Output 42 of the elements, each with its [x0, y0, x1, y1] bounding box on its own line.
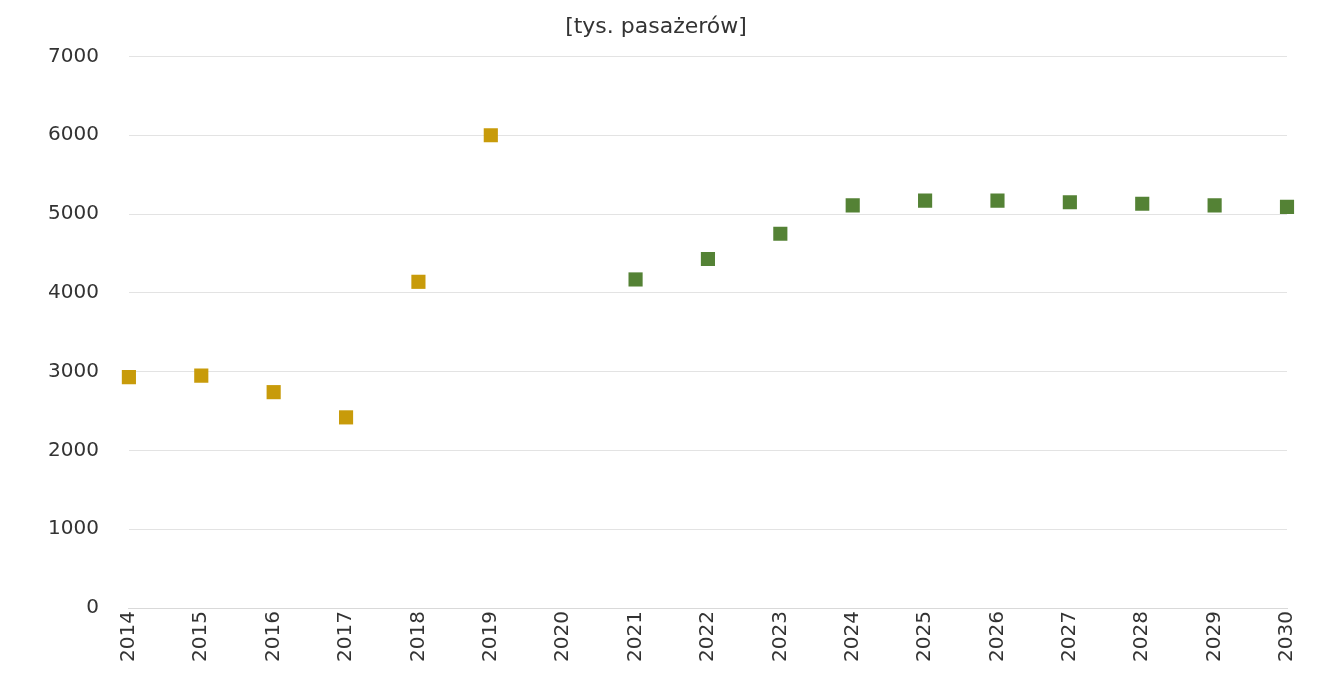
- y-tick-label: 7000: [47, 42, 99, 67]
- x-tick-label: 2025: [911, 611, 936, 663]
- y-tick-label: 4000: [47, 279, 99, 304]
- x-tick-label: 2022: [694, 611, 719, 663]
- y-tick-label: 0: [86, 594, 99, 619]
- x-tick-label: 2021: [621, 611, 646, 663]
- point: [266, 385, 281, 400]
- y-tick-label: 6000: [47, 121, 99, 146]
- x-tick-label: 2028: [1128, 611, 1153, 663]
- point: [700, 251, 716, 267]
- point: [121, 370, 136, 385]
- x-tick-label: 2020: [549, 611, 574, 663]
- point: [194, 368, 209, 383]
- x-tick-label: 2016: [259, 611, 284, 663]
- x-tick-label: 2014: [115, 611, 140, 663]
- point: [338, 410, 354, 425]
- x-tick-label: 2026: [983, 611, 1008, 663]
- point: [1207, 198, 1222, 213]
- point: [411, 274, 426, 289]
- x-tick-label: 2015: [187, 611, 212, 663]
- point: [628, 272, 643, 287]
- chart-title: [tys. pasażerów]: [565, 12, 747, 38]
- x-tick-label: 2018: [404, 611, 429, 663]
- x-tick-label: 2019: [477, 611, 502, 663]
- x-tick-label: 2030: [1273, 611, 1298, 663]
- y-tick-label: 3000: [47, 357, 99, 382]
- point: [845, 198, 860, 213]
- point: [773, 226, 788, 241]
- y-tick-label: 5000: [47, 200, 99, 225]
- y-tick-label: 1000: [47, 515, 99, 540]
- point: [483, 128, 498, 143]
- y-tick-label: 2000: [47, 436, 99, 461]
- point: [1062, 195, 1077, 210]
- x-tick-label: 2023: [766, 611, 791, 663]
- x-tick-label: 2027: [1056, 611, 1081, 663]
- point: [990, 193, 1005, 208]
- point: [918, 193, 933, 208]
- point: [1135, 196, 1150, 211]
- x-tick-label: 2024: [838, 611, 863, 663]
- x-tick-label: 2029: [1200, 611, 1225, 663]
- x-tick-label: 2017: [332, 611, 357, 663]
- point: [1279, 199, 1295, 215]
